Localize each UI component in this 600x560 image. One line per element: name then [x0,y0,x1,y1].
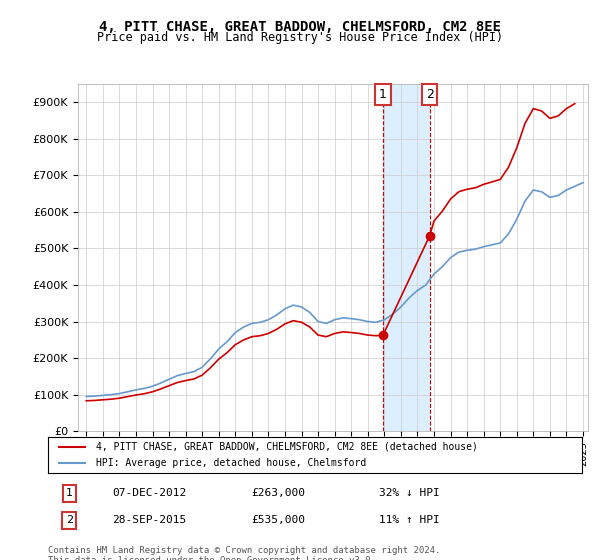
Bar [383,84,430,431]
Text: £535,000: £535,000 [251,515,305,525]
Text: HPI: Average price, detached house, Chelmsford: HPI: Average price, detached house, Chel… [96,458,367,468]
Text: 4, PITT CHASE, GREAT BADDOW, CHELMSFORD, CM2 8EE (detached house): 4, PITT CHASE, GREAT BADDOW, CHELMSFORD,… [96,442,478,452]
Text: 1: 1 [379,88,387,101]
Text: £263,000: £263,000 [251,488,305,498]
Text: 28-SEP-2015: 28-SEP-2015 [112,515,187,525]
Text: 07-DEC-2012: 07-DEC-2012 [112,488,187,498]
Text: 4, PITT CHASE, GREAT BADDOW, CHELMSFORD, CM2 8EE: 4, PITT CHASE, GREAT BADDOW, CHELMSFORD,… [99,20,501,34]
Text: Contains HM Land Registry data © Crown copyright and database right 2024.
This d: Contains HM Land Registry data © Crown c… [48,546,440,560]
Text: Price paid vs. HM Land Registry's House Price Index (HPI): Price paid vs. HM Land Registry's House … [97,31,503,44]
Text: 1: 1 [66,488,73,498]
Text: 2: 2 [66,515,73,525]
Text: 2: 2 [426,88,434,101]
Text: 11% ↑ HPI: 11% ↑ HPI [379,515,440,525]
Text: 32% ↓ HPI: 32% ↓ HPI [379,488,440,498]
